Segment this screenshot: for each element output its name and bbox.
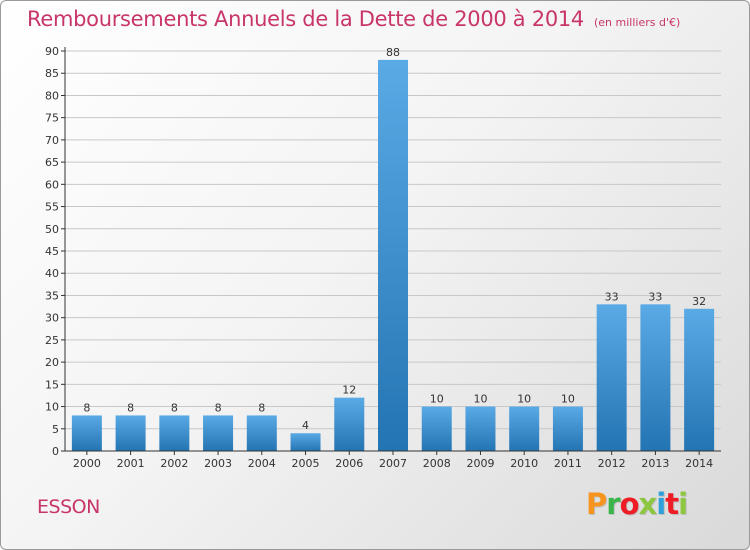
data-label: 8 <box>83 401 90 414</box>
x-tick-label: 2004 <box>248 457 276 470</box>
y-tick-label: 45 <box>45 245 59 258</box>
y-tick-label: 65 <box>45 156 59 169</box>
logo-letter: o <box>619 487 640 521</box>
y-tick-label: 75 <box>45 112 59 125</box>
proxiti-logo: Proxiti <box>586 487 688 521</box>
x-axis-ticks: 2000 2001 2002 2003 2004 2005 2006 2007 2008 2009… <box>73 451 713 470</box>
data-label: 4 <box>302 419 309 432</box>
y-tick-label: 25 <box>45 334 59 347</box>
x-tick-label: 2011 <box>554 457 582 470</box>
logo-letter: t <box>665 487 679 521</box>
x-tick-label: 2003 <box>204 457 232 470</box>
bar <box>115 415 146 451</box>
data-label: 8 <box>127 401 134 414</box>
chart-unit: (en milliers d'€) <box>594 16 681 29</box>
x-tick-label: 2012 <box>598 457 626 470</box>
y-axis-ticks: 0 5 10 15 20 25 30 35 40 45 50 55 60 65 70 75 80 85 90 <box>45 45 65 458</box>
logo-letter: i <box>678 487 688 521</box>
y-tick-label: 55 <box>45 201 59 214</box>
data-label: 10 <box>473 393 487 406</box>
chart-title: Remboursements Annuels de la Dette de 20… <box>27 7 584 31</box>
bar <box>465 406 496 451</box>
y-tick-label: 90 <box>45 45 59 58</box>
x-tick-label: 2005 <box>292 457 320 470</box>
data-label: 88 <box>386 46 400 59</box>
data-label: 10 <box>561 393 575 406</box>
logo-letter: x <box>638 487 658 521</box>
data-label: 33 <box>648 290 662 303</box>
y-tick-label: 15 <box>45 378 59 391</box>
bar <box>159 415 190 451</box>
bar <box>596 304 627 451</box>
x-tick-label: 2001 <box>117 457 145 470</box>
data-label: 8 <box>215 401 222 414</box>
y-tick-label: 85 <box>45 67 59 80</box>
bar <box>421 406 452 451</box>
x-tick-label: 2002 <box>160 457 188 470</box>
y-tick-label: 5 <box>52 423 59 436</box>
x-tick-label: 2014 <box>685 457 713 470</box>
x-tick-label: 2013 <box>641 457 669 470</box>
bar <box>71 415 102 451</box>
data-label: 8 <box>171 401 178 414</box>
y-tick-label: 80 <box>45 89 59 102</box>
y-tick-label: 10 <box>45 401 59 414</box>
logo-letter: i <box>656 487 666 521</box>
chart-title-block: Remboursements Annuels de la Dette de 20… <box>27 7 680 31</box>
data-label: 33 <box>605 290 619 303</box>
y-tick-label: 60 <box>45 178 59 191</box>
y-tick-label: 0 <box>52 445 59 458</box>
bar <box>334 397 365 451</box>
x-tick-label: 2000 <box>73 457 101 470</box>
axes <box>64 47 721 452</box>
x-tick-label: 2008 <box>423 457 451 470</box>
bar <box>552 406 583 451</box>
bar <box>509 406 540 451</box>
data-label: 10 <box>517 393 531 406</box>
bar <box>640 304 671 451</box>
bar <box>290 433 321 451</box>
x-tick-label: 2010 <box>510 457 538 470</box>
commune-name: ESSON <box>37 496 100 518</box>
y-tick-label: 35 <box>45 289 59 302</box>
x-tick-label: 2007 <box>379 457 407 470</box>
bar <box>203 415 234 451</box>
x-tick-label: 2009 <box>466 457 494 470</box>
x-tick-label: 2006 <box>335 457 363 470</box>
y-tick-label: 70 <box>45 134 59 147</box>
y-tick-label: 50 <box>45 223 59 236</box>
bar <box>378 59 408 452</box>
data-label: 8 <box>258 401 265 414</box>
logo-letter: r <box>606 487 620 521</box>
y-tick-label: 20 <box>45 356 59 369</box>
y-tick-label: 30 <box>45 312 59 325</box>
data-label: 10 <box>430 393 444 406</box>
logo-letter: P <box>586 487 607 521</box>
bar <box>684 308 715 451</box>
bars <box>71 59 715 452</box>
y-tick-label: 40 <box>45 267 59 280</box>
data-label: 32 <box>692 295 706 308</box>
data-label: 12 <box>342 384 356 397</box>
bar <box>246 415 277 451</box>
